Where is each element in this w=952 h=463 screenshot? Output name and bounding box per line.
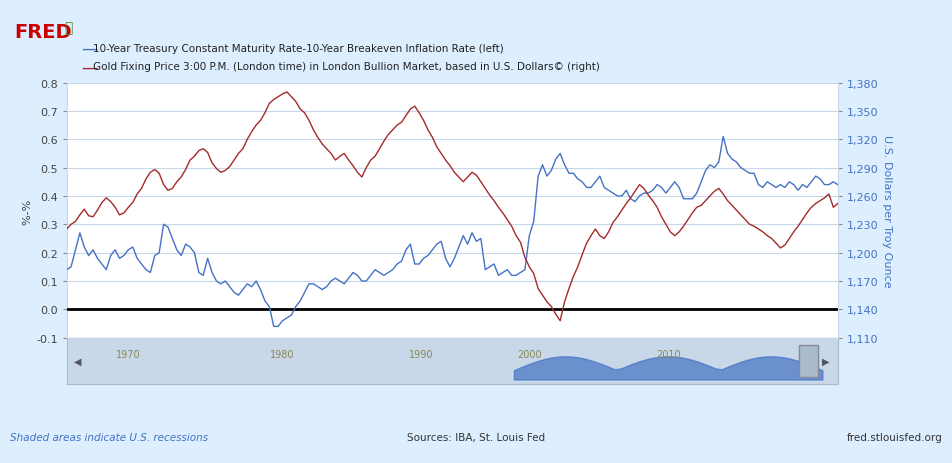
Y-axis label: U.S. Dollars per Troy Ounce: U.S. Dollars per Troy Ounce (883, 135, 892, 287)
Text: FRED: FRED (14, 23, 72, 42)
Text: Shaded areas indicate U.S. recessions: Shaded areas indicate U.S. recessions (10, 432, 208, 442)
FancyBboxPatch shape (800, 345, 819, 377)
Text: 2010: 2010 (656, 349, 681, 359)
Text: ▶: ▶ (823, 356, 830, 366)
Text: 10-Year Treasury Constant Maturity Rate-10-Year Breakeven Inflation Rate (left): 10-Year Treasury Constant Maturity Rate-… (93, 44, 504, 54)
Text: 2000: 2000 (517, 349, 542, 359)
Text: 1970: 1970 (116, 349, 141, 359)
Y-axis label: %-% : %-% (23, 196, 33, 225)
Text: 〜: 〜 (65, 21, 73, 35)
Text: 1980: 1980 (270, 349, 295, 359)
Text: fred.stlouisfed.org: fred.stlouisfed.org (846, 432, 942, 442)
Text: Sources: IBA, St. Louis Fed: Sources: IBA, St. Louis Fed (407, 432, 545, 442)
Text: 1990: 1990 (409, 349, 433, 359)
Text: —: — (81, 58, 97, 76)
Text: Gold Fixing Price 3:00 P.M. (London time) in London Bullion Market, based in U.S: Gold Fixing Price 3:00 P.M. (London time… (93, 62, 600, 72)
Text: ◀: ◀ (74, 356, 82, 366)
Text: —: — (81, 40, 97, 57)
